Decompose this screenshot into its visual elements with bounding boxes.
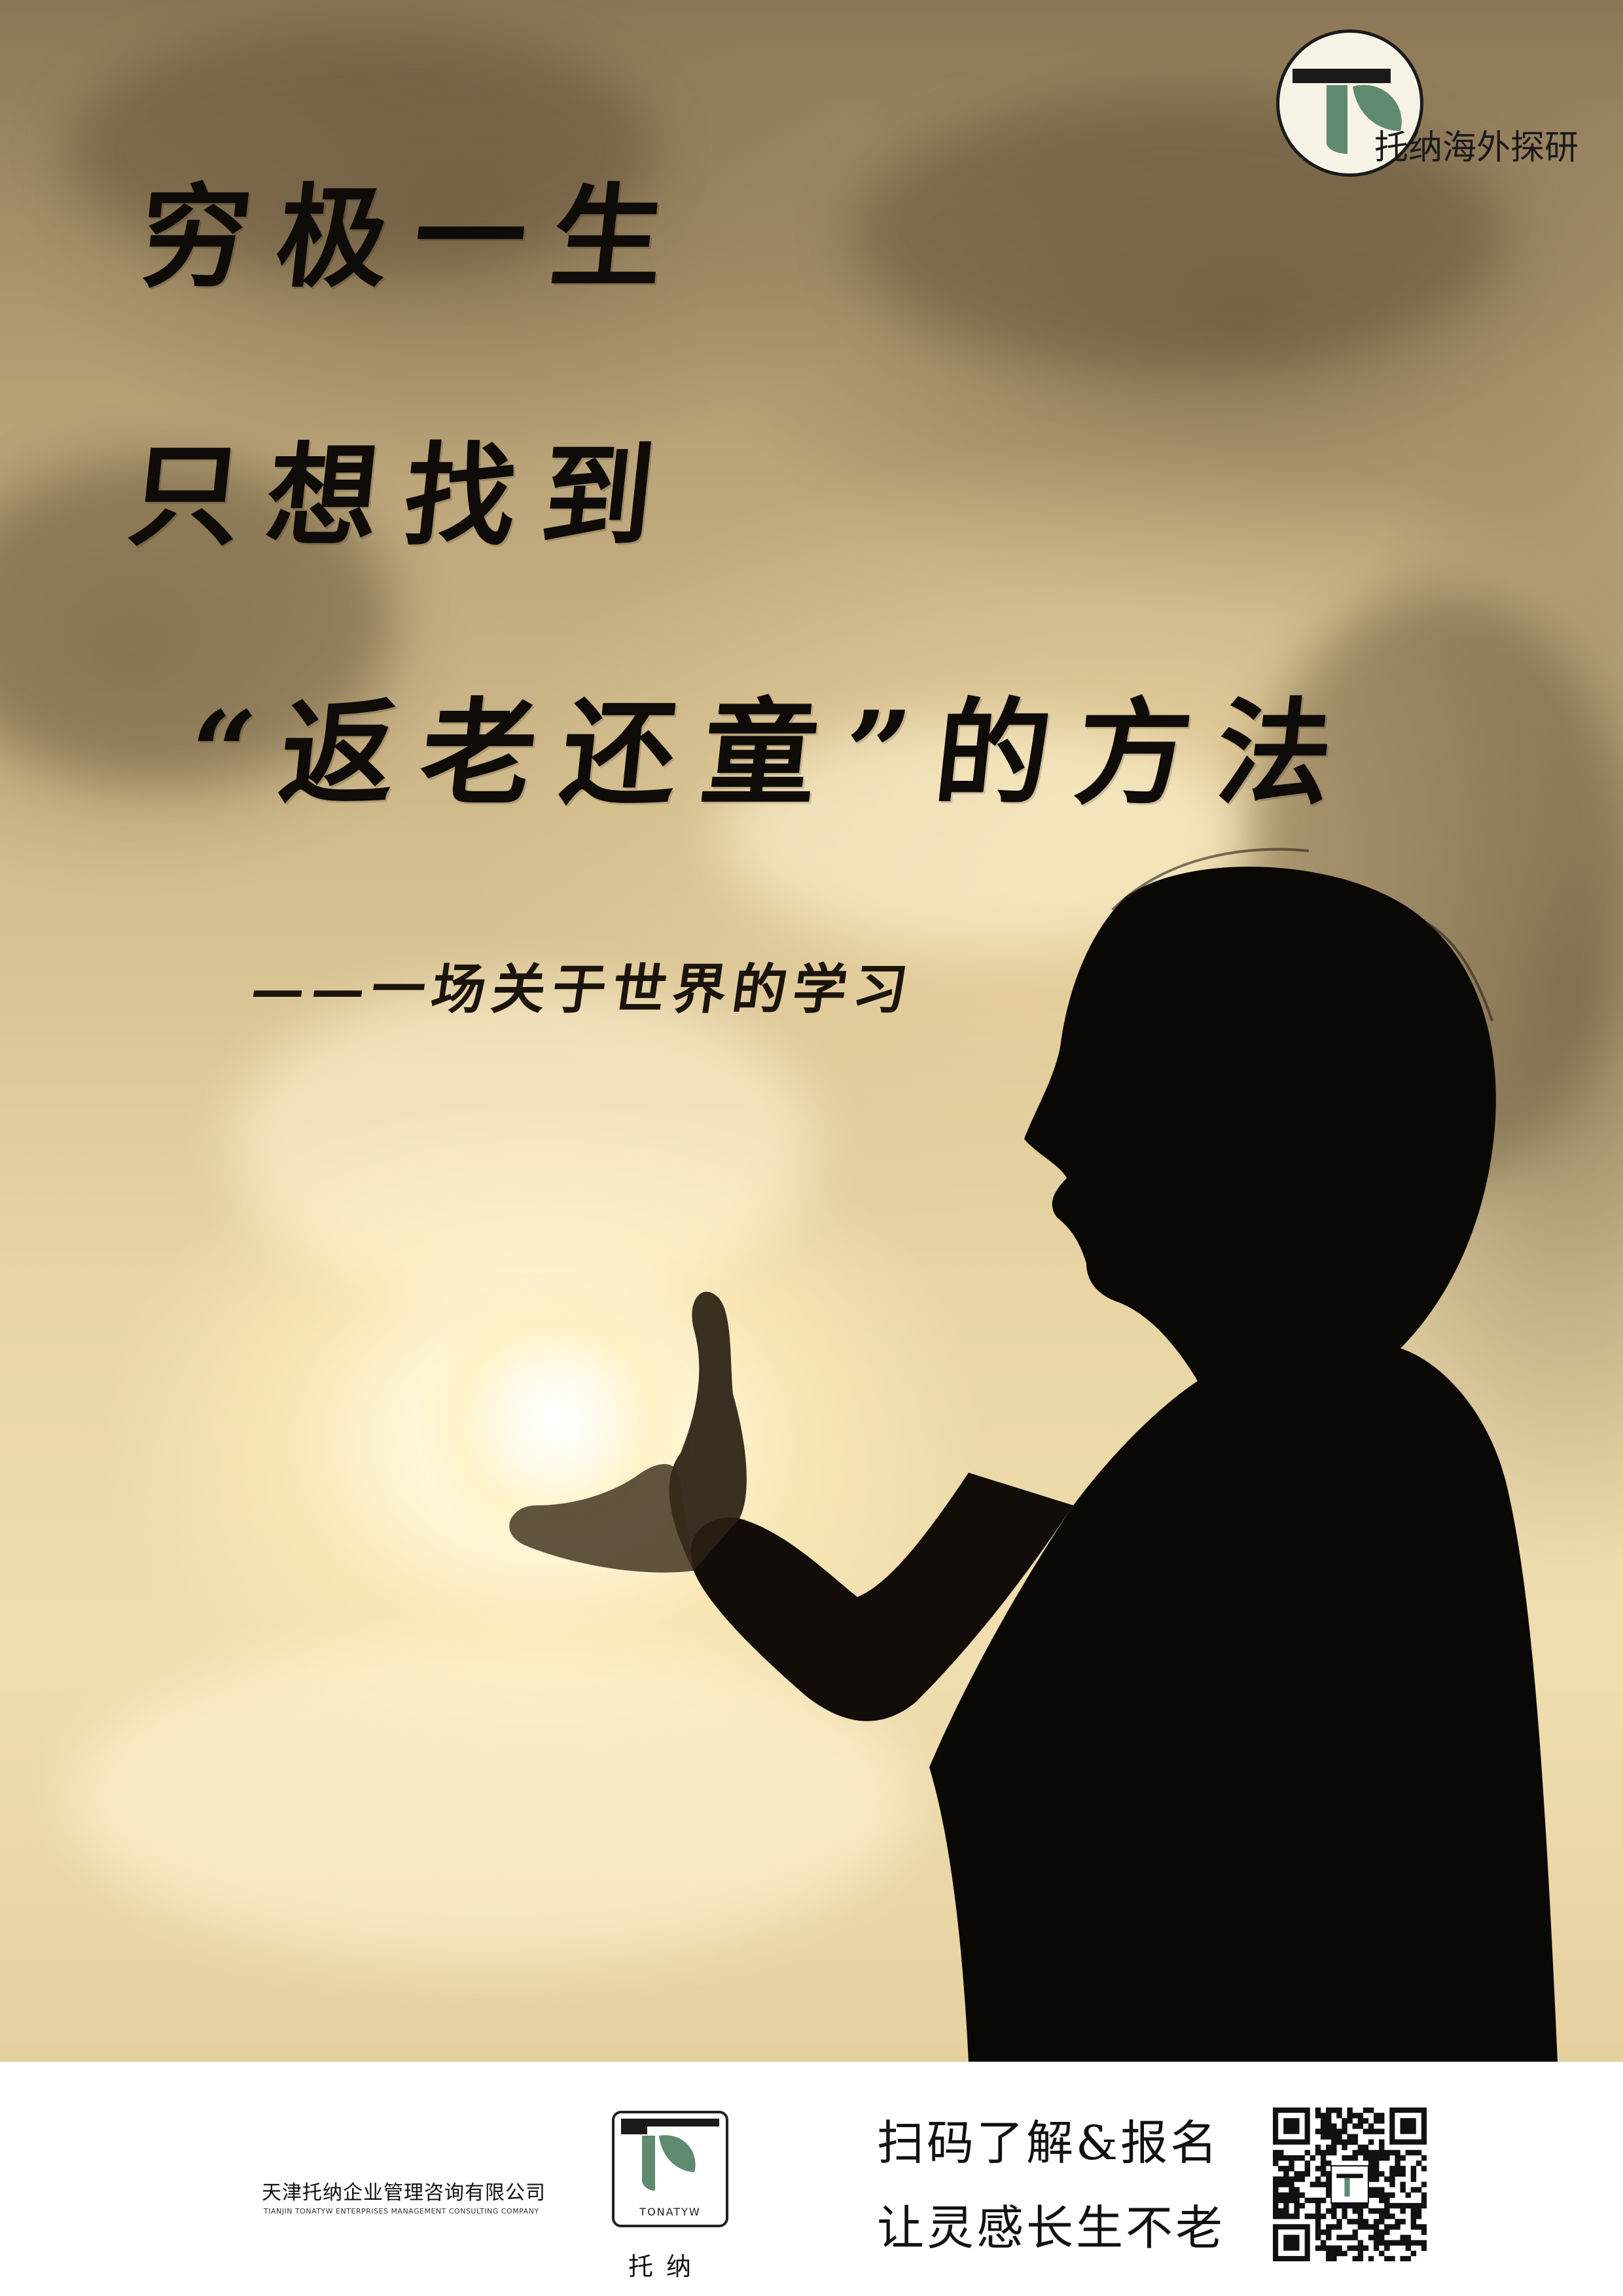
footer-logo: TONATYW <box>612 2111 728 2227</box>
logo-wordmark: TONATYW <box>639 2206 701 2218</box>
company-name-cn: 天津托纳企业管理咨询有限公司 <box>262 2181 546 2204</box>
qr-code-icon[interactable] <box>1273 2108 1427 2262</box>
t-leaf-logo-icon <box>621 2119 719 2191</box>
cloud <box>65 1636 916 1964</box>
poster-photo <box>0 0 1623 2062</box>
brand-badge: 托纳海外探研 <box>1270 23 1610 193</box>
t-leaf-logo-icon <box>1276 29 1423 177</box>
headline-line-2: 只想找到 <box>122 431 687 562</box>
headline-line-3: “返老还童”的方法 <box>181 687 1365 821</box>
brand-name: 托纳海外探研 <box>1374 128 1579 168</box>
cta-slogan: 让灵感长生不老 <box>877 2200 1226 2255</box>
headline-line-1: 穷极一生 <box>132 172 696 303</box>
cloud <box>65 26 654 275</box>
cta-scan-register: 扫码了解&报名 <box>877 2115 1221 2170</box>
company-name-en: TIANJIN TONATYW ENTERPRISES MANAGEMENT C… <box>264 2207 539 2215</box>
cloud <box>0 458 393 785</box>
subtitle: ——一场关于世界的学习 <box>247 958 918 1021</box>
cloud <box>229 982 818 1309</box>
footer: 天津托纳企业管理咨询有限公司 TIANJIN TONATYW ENTERPRIS… <box>0 2062 1623 2296</box>
logo-name-cn: 托纳 <box>628 2252 705 2281</box>
child-silhouette <box>509 848 1558 2062</box>
